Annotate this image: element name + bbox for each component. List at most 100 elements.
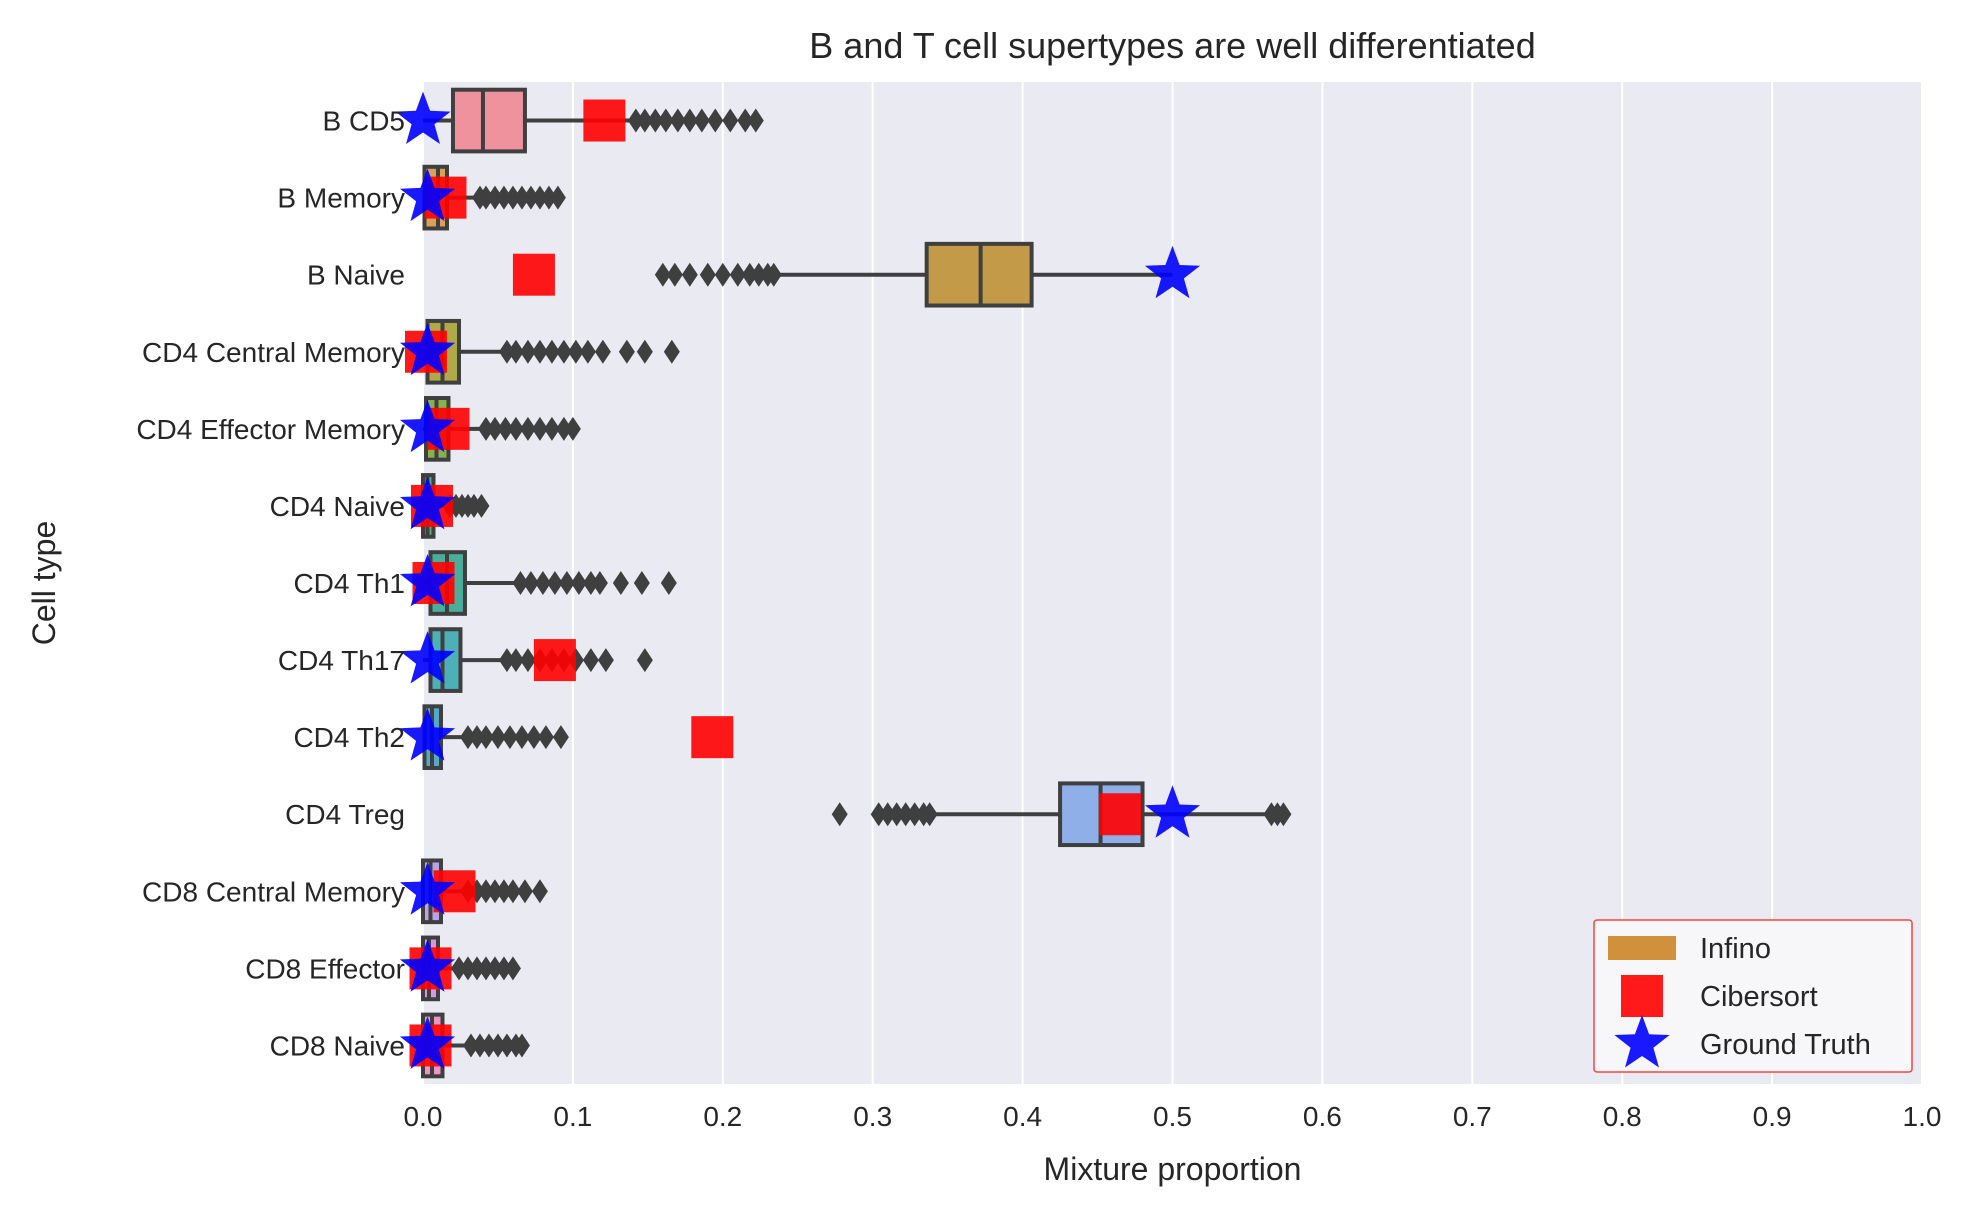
outlier-marker (831, 802, 848, 827)
outlier-marker (531, 879, 548, 904)
ground-truth-marker (399, 399, 456, 453)
x-tick-label: 0.8 (1603, 1101, 1642, 1132)
y-tick-label: B Memory (277, 183, 405, 214)
chart-title: B and T cell supertypes are well differe… (809, 25, 1535, 66)
outlier-marker (747, 108, 764, 133)
legend: Infino Cibersort Ground Truth (1593, 919, 1913, 1073)
outlier-marker (498, 339, 515, 364)
outlier-marker (870, 802, 887, 827)
y-tick-label: CD8 Central Memory (142, 876, 405, 907)
outlier-marker (888, 802, 905, 827)
outlier-marker (477, 956, 494, 981)
outlier-marker (519, 648, 536, 673)
outlier-marker (462, 1033, 479, 1058)
outlier-marker (636, 648, 653, 673)
outlier-marker (549, 185, 566, 210)
x-tick-label: 0.6 (1303, 1101, 1342, 1132)
outlier-marker (567, 339, 584, 364)
outlier-marker (513, 1033, 530, 1058)
outlier-marker (897, 802, 914, 827)
outlier-marker (570, 571, 587, 595)
outlier-marker (495, 956, 512, 981)
outlier-marker (468, 956, 485, 981)
x-axis-label: Mixture proportion (1044, 1151, 1302, 1187)
outlier-marker (627, 108, 644, 133)
outlier-marker (555, 339, 572, 364)
outlier-marker (552, 725, 569, 750)
outlier-marker (486, 956, 503, 981)
outlier-marker (714, 262, 731, 287)
box-group (654, 241, 1173, 308)
ground-truth-marker (399, 322, 456, 376)
x-tick-label: 0.1 (553, 1101, 592, 1132)
outlier-marker (477, 416, 494, 441)
outlier-marker (489, 725, 506, 750)
outlier-marker (501, 725, 518, 750)
outlier-marker (579, 339, 596, 364)
y-tick-label: CD4 Treg (285, 799, 405, 830)
outlier-marker (921, 802, 938, 827)
outlier-marker (504, 879, 521, 904)
outlier-marker (525, 725, 542, 750)
outlier-marker (477, 725, 494, 750)
outlier-marker (480, 1033, 497, 1058)
outlier-marker (693, 108, 710, 133)
cibersort-marker (1099, 793, 1142, 836)
outlier-marker (516, 879, 533, 904)
outlier-marker (504, 956, 521, 981)
outlier-marker (729, 262, 746, 287)
legend-label: Cibersort (1700, 981, 1818, 1013)
outlier-marker (663, 339, 680, 364)
y-tick-label: CD8 Naive (270, 1030, 405, 1061)
y-tick-label: CD4 Effector Memory (136, 414, 405, 445)
ground-truth-marker (399, 168, 456, 222)
legend-star-icon (1614, 1015, 1670, 1068)
outlier-marker (594, 339, 611, 364)
x-tick-label: 0.5 (1153, 1101, 1192, 1132)
cibersort-marker (512, 253, 555, 296)
outlier-marker (765, 262, 782, 287)
cibersort-marker (583, 99, 626, 142)
outlier-marker (543, 416, 560, 441)
outlier-marker (555, 416, 572, 441)
y-tick-label: B Naive (307, 260, 405, 291)
outlier-marker (699, 262, 716, 287)
y-axis-label: Cell type (26, 521, 62, 646)
outlier-marker (540, 185, 557, 210)
outlier-marker (707, 108, 724, 133)
outlier-marker (468, 725, 485, 750)
x-tick-label: 0.3 (853, 1101, 892, 1132)
ground-truth-marker (399, 631, 456, 684)
outlier-marker (459, 725, 476, 750)
ground-truth-marker (395, 91, 451, 144)
outlier-marker (657, 108, 674, 133)
outlier-marker (522, 571, 539, 595)
outlier-marker (512, 571, 529, 595)
x-tick-labels: 0.0 0.1 0.2 0.3 0.4 0.5 0.6 0.7 0.8 0.9 1.0 (404, 1101, 1942, 1132)
y-tick-label: CD4 Th17 (278, 645, 405, 676)
outlier-marker (558, 571, 575, 595)
outlier-marker (582, 571, 599, 595)
cibersort-marker (533, 639, 576, 682)
outlier-marker (722, 108, 739, 133)
outlier-marker (522, 185, 539, 210)
outlier-marker (618, 339, 635, 364)
outlier-marker (1275, 802, 1292, 827)
legend-square-icon (1621, 975, 1663, 1017)
outlier-marker (636, 108, 653, 133)
outlier-marker (477, 879, 494, 904)
x-tick-label: 0.2 (703, 1101, 742, 1132)
ground-truth-marker (399, 1016, 456, 1069)
outlier-marker (489, 1033, 506, 1058)
ground-truth-marker (399, 862, 456, 915)
x-tick-label: 0.9 (1753, 1101, 1792, 1132)
y-tick-label: CD4 Naive (270, 491, 405, 522)
outlier-marker (741, 262, 758, 287)
y-tick-label: CD8 Effector (245, 953, 405, 984)
outlier-marker (564, 416, 581, 441)
outlier-marker (681, 108, 698, 133)
outlier-marker (582, 648, 599, 673)
outlier-marker (513, 185, 530, 210)
outlier-marker (513, 725, 530, 750)
outlier-marker (906, 802, 923, 827)
